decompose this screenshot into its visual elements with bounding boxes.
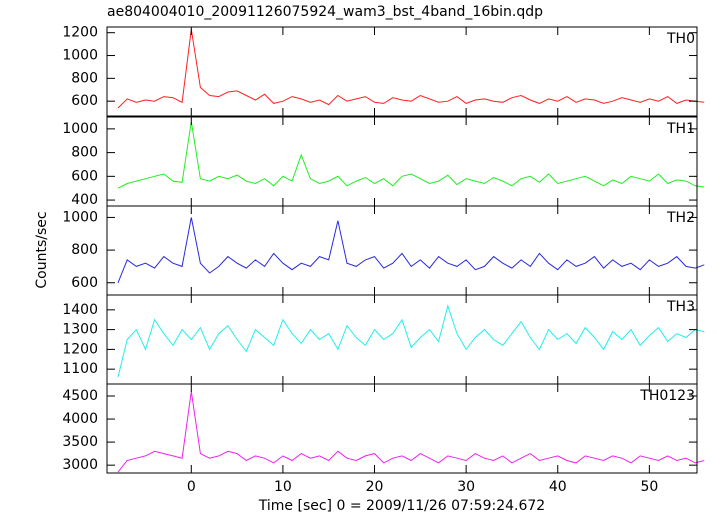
panel-frame <box>106 26 698 117</box>
y-tick-label: 1300 <box>62 322 98 338</box>
panel-label: TH2 <box>666 210 695 226</box>
x-tick-label: 30 <box>457 479 475 495</box>
x-tick-label: 50 <box>640 479 658 495</box>
y-tick-label: 400 <box>71 192 98 208</box>
y-tick-label: 1200 <box>62 341 98 357</box>
light-curve <box>118 306 704 377</box>
panel-label: TH3 <box>666 299 695 315</box>
panel-label: TH0123 <box>639 388 695 404</box>
y-tick-label: 800 <box>71 242 98 258</box>
light-curve <box>118 391 704 472</box>
y-tick-label: 1000 <box>62 121 98 137</box>
x-tick-label: 20 <box>366 479 384 495</box>
light-curve <box>118 122 704 189</box>
y-tick-label: 1400 <box>62 302 98 318</box>
light-curve <box>118 29 704 108</box>
y-tick-label: 4500 <box>62 388 98 404</box>
y-axis-label: Counts/sec <box>34 211 50 288</box>
panel-frame <box>106 205 698 296</box>
y-tick-label: 800 <box>71 145 98 161</box>
x-tick-label: 40 <box>549 479 567 495</box>
y-tick-label: 3000 <box>62 457 98 473</box>
y-tick-label: 3500 <box>62 434 98 450</box>
panel-frame <box>106 116 698 207</box>
y-tick-label: 4000 <box>62 411 98 427</box>
x-axis-label: Time [sec] 0 = 2009/11/26 07:59:24.672 <box>258 498 545 514</box>
y-tick-label: 1200 <box>62 25 98 41</box>
y-tick-label: 600 <box>71 168 98 184</box>
panel-label: TH1 <box>666 121 695 137</box>
chart-title: ae804004010_20091126075924_wam3_bst_4ban… <box>107 4 543 20</box>
y-tick-label: 1100 <box>62 361 98 377</box>
panel-frame <box>106 383 698 474</box>
x-tick-label: 10 <box>274 479 292 495</box>
light-curve <box>118 217 704 282</box>
y-tick-label: 1000 <box>62 48 98 64</box>
y-tick-label: 600 <box>71 93 98 109</box>
y-tick-label: 600 <box>71 275 98 291</box>
y-tick-label: 1000 <box>62 209 98 225</box>
panel-label: TH0 <box>666 31 695 47</box>
x-tick-label: 0 <box>187 479 196 495</box>
y-tick-label: 800 <box>71 70 98 86</box>
